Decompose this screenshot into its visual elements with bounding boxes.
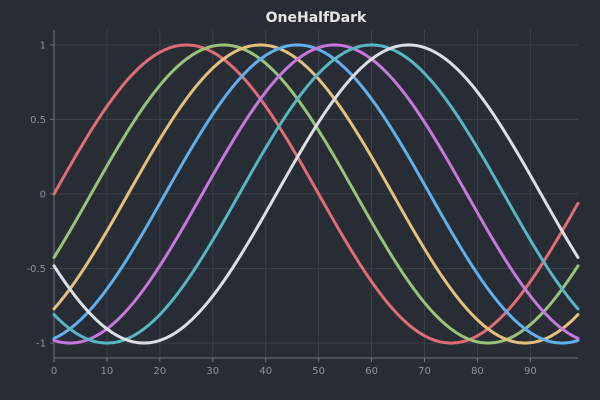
x-tick-label: 20 bbox=[153, 366, 166, 377]
x-tick-label: 40 bbox=[259, 366, 272, 377]
grid bbox=[54, 30, 578, 358]
x-tick-label: 90 bbox=[524, 366, 537, 377]
x-tick-label: 60 bbox=[365, 366, 378, 377]
y-tick-label: -1 bbox=[36, 339, 46, 350]
y-tick-label: 0 bbox=[40, 190, 46, 201]
chart-title: OneHalfDark bbox=[266, 10, 367, 26]
tick-labels: 0 10 20 30 40 50 60 70 80 90 1 0.5 0 -0.5 -1 bbox=[26, 40, 536, 377]
y-tick-label: 1 bbox=[40, 40, 46, 51]
x-tick-label: 50 bbox=[312, 366, 325, 377]
series-line-6 bbox=[52, 43, 580, 345]
x-tick-label: 70 bbox=[418, 366, 431, 377]
x-tick-label: 0 bbox=[51, 366, 57, 377]
x-tick-label: 80 bbox=[471, 366, 484, 377]
x-tick-label: 30 bbox=[206, 366, 219, 377]
x-tick-label: 10 bbox=[101, 366, 114, 377]
series-lines bbox=[52, 43, 580, 345]
y-tick-label: -0.5 bbox=[26, 264, 46, 275]
y-tick-label: 0.5 bbox=[30, 115, 46, 126]
series-line-5 bbox=[52, 43, 580, 345]
series-line-7 bbox=[52, 43, 580, 345]
series-line-1 bbox=[52, 43, 580, 345]
